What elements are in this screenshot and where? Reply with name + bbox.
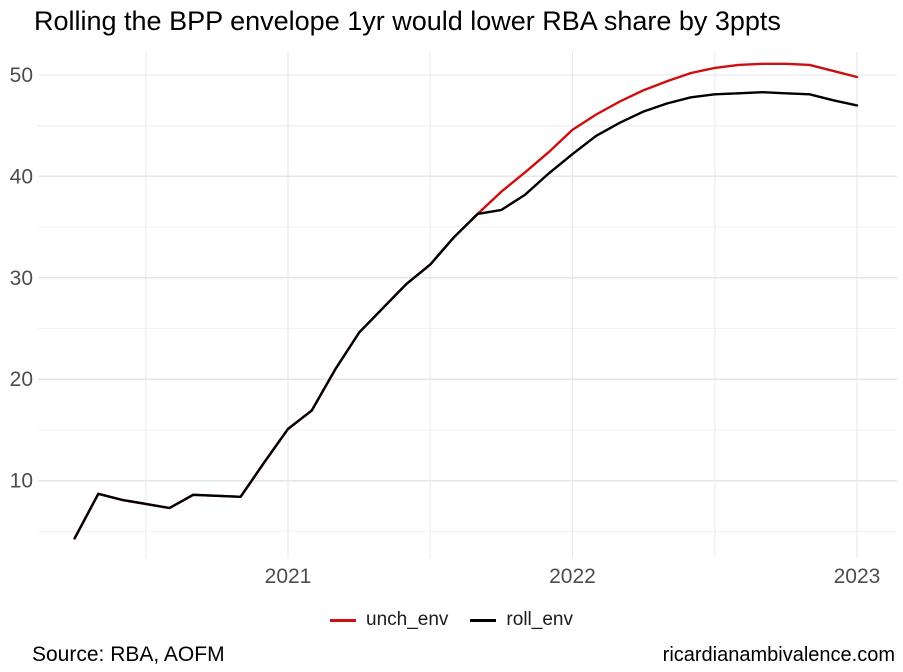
footer: Source: RBA, AOFM ricardianambivalence.c… <box>32 643 895 667</box>
plot-canvas: 10 20 30 40 50 2021 2022 2023 <box>10 52 897 588</box>
y-axis-tick-label: 40 <box>10 165 33 188</box>
x-axis-tick-label: 2021 <box>265 565 312 588</box>
legend-label-unch_env: unch_env <box>366 609 449 630</box>
y-axis-tick-label: 50 <box>10 64 33 87</box>
source-note: Source: RBA, AOFM <box>32 643 225 666</box>
legend-swatch-roll_env <box>470 618 497 622</box>
y-axis-tick-label: 30 <box>10 267 33 290</box>
legend-label-roll_env: roll_env <box>506 609 573 630</box>
y-axis-tick-label: 20 <box>10 368 33 391</box>
legend-item-unch_env: unch_env <box>330 609 448 631</box>
y-axis-tick-label: 10 <box>10 470 33 493</box>
chart-title: Rolling the BPP envelope 1yr would lower… <box>34 6 781 36</box>
x-axis-tick-label: 2022 <box>549 565 596 588</box>
watermark-link: ricardianambivalence.com <box>662 644 895 666</box>
series-line-roll_env <box>73 90 859 540</box>
series-line-unch_env <box>73 62 859 540</box>
legend-item-roll_env: roll_env <box>470 609 573 631</box>
x-axis-tick-label: 2023 <box>834 565 881 588</box>
legend-swatch-unch_env <box>330 618 357 622</box>
legend: unch_env roll_env <box>0 604 903 636</box>
